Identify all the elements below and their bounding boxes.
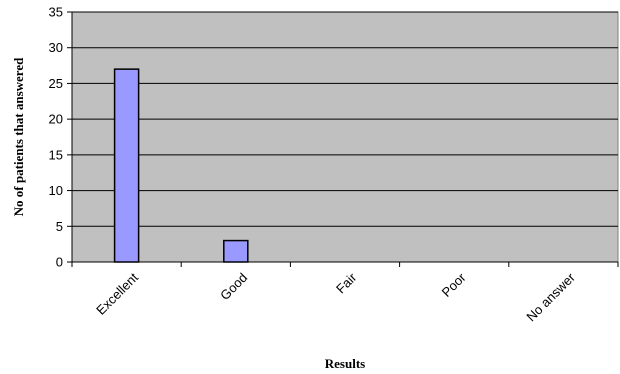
y-tick-label: 15 bbox=[49, 147, 63, 162]
y-tick-label: 5 bbox=[56, 219, 63, 234]
y-tick-label: 20 bbox=[49, 112, 63, 127]
y-tick-label: 25 bbox=[49, 76, 63, 91]
y-tick-label: 35 bbox=[49, 5, 63, 20]
x-axis-ticks: Excellent Good Fair Poor No answer bbox=[71, 262, 619, 324]
x-category-label: Fair bbox=[333, 269, 360, 296]
y-axis-title: No of patients that answered bbox=[11, 57, 26, 216]
x-category-label: Excellent bbox=[93, 270, 141, 318]
y-tick-label: 10 bbox=[49, 183, 63, 198]
x-category-label: No answer bbox=[523, 269, 578, 324]
y-tick-label: 30 bbox=[49, 40, 63, 55]
x-category-label: Good bbox=[217, 270, 250, 303]
bar-good bbox=[223, 239, 249, 263]
y-axis-ticks: 0 5 10 15 20 25 30 35 bbox=[49, 5, 72, 270]
plot-area bbox=[71, 11, 619, 263]
x-category-label: Poor bbox=[439, 269, 469, 299]
x-axis-title: Results bbox=[325, 356, 365, 371]
gridlines bbox=[72, 11, 618, 227]
y-tick-label: 0 bbox=[56, 255, 63, 270]
bar-excellent bbox=[113, 68, 140, 263]
